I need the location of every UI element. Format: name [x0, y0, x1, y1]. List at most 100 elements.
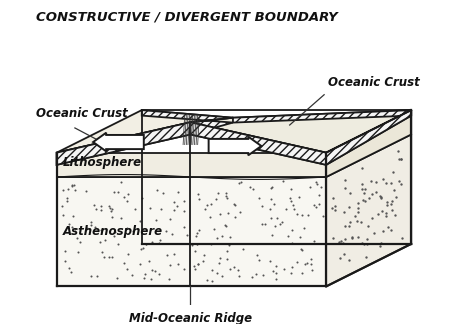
Text: Lithosphere: Lithosphere [63, 156, 142, 169]
Point [288, 264, 296, 269]
Point [183, 233, 191, 238]
Point [287, 199, 295, 204]
Point [153, 217, 160, 222]
Point [278, 219, 286, 224]
Point [226, 267, 233, 272]
Point [223, 248, 230, 253]
Point [230, 265, 238, 270]
Point [74, 249, 82, 254]
Point [151, 268, 159, 273]
Point [284, 234, 292, 239]
Point [100, 254, 108, 259]
Point [214, 191, 221, 196]
Point [268, 232, 276, 237]
Point [145, 259, 153, 264]
Point [170, 251, 177, 256]
Point [262, 222, 269, 227]
Point [137, 247, 145, 252]
Point [190, 263, 198, 269]
Point [289, 202, 297, 208]
Point [188, 242, 196, 247]
Point [156, 237, 164, 242]
Point [146, 206, 154, 211]
Point [271, 224, 278, 229]
Point [223, 194, 230, 199]
Point [253, 272, 260, 277]
Point [87, 273, 95, 278]
Polygon shape [57, 153, 326, 177]
Point [129, 229, 137, 234]
Point [105, 255, 112, 260]
Point [253, 253, 260, 258]
Point [271, 202, 278, 207]
Point [106, 205, 114, 210]
Point [266, 207, 273, 212]
Point [160, 190, 167, 195]
Point [181, 224, 188, 229]
Text: Mid-Oceanic Ridge: Mid-Oceanic Ridge [129, 312, 252, 324]
Point [91, 224, 99, 229]
Point [170, 208, 178, 213]
Point [162, 228, 170, 234]
Text: Asthenosphere: Asthenosphere [63, 225, 163, 238]
Point [157, 206, 165, 211]
Point [219, 234, 226, 239]
Point [299, 213, 306, 218]
Point [267, 196, 274, 202]
Point [108, 206, 116, 211]
Point [276, 221, 283, 226]
Point [59, 187, 67, 192]
Point [142, 241, 150, 246]
Point [138, 196, 146, 201]
Point [195, 261, 202, 266]
Point [236, 180, 243, 186]
Point [221, 223, 228, 228]
Point [70, 182, 78, 187]
Point [66, 266, 73, 271]
Point [288, 240, 295, 246]
Point [62, 248, 69, 253]
Point [137, 261, 144, 266]
Point [218, 273, 226, 278]
Point [180, 266, 188, 272]
Point [98, 249, 106, 255]
Point [267, 185, 275, 191]
Point [239, 246, 247, 251]
Point [310, 238, 318, 244]
Point [268, 185, 276, 190]
Point [131, 207, 138, 212]
Text: Oceanic Crust: Oceanic Crust [328, 76, 420, 89]
Point [272, 263, 279, 268]
Point [273, 216, 281, 221]
Point [166, 263, 173, 268]
Point [259, 272, 267, 277]
Point [315, 192, 323, 198]
Point [193, 231, 201, 236]
Point [71, 227, 79, 232]
Point [280, 266, 288, 272]
Point [139, 246, 147, 251]
Point [117, 215, 125, 220]
Point [155, 240, 163, 246]
Polygon shape [326, 110, 411, 177]
Point [313, 181, 320, 187]
Point [140, 276, 148, 281]
Point [101, 238, 109, 243]
Point [148, 267, 155, 272]
Point [236, 210, 243, 215]
Point [110, 233, 118, 238]
Point [319, 214, 327, 219]
Point [307, 257, 314, 262]
Point [87, 223, 95, 228]
Point [165, 276, 173, 282]
Point [207, 201, 215, 206]
Point [69, 213, 77, 218]
Point [67, 270, 75, 275]
Point [199, 259, 207, 264]
Point [210, 226, 218, 232]
Point [200, 252, 208, 258]
Point [155, 272, 163, 277]
Point [236, 273, 243, 278]
Point [63, 195, 71, 200]
Point [68, 183, 76, 188]
